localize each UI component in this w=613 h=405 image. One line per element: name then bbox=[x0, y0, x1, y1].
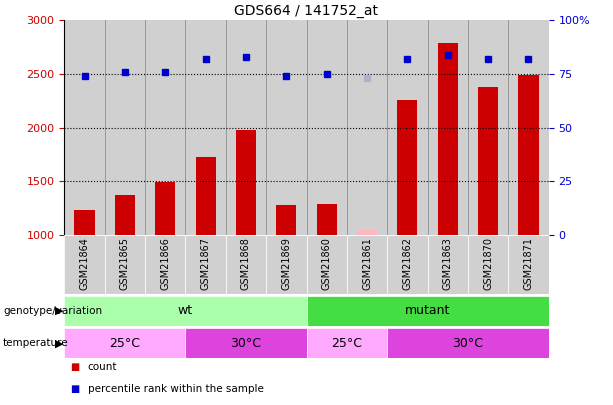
Bar bbox=[357, 230, 377, 235]
Bar bbox=[438, 43, 458, 235]
Text: ■: ■ bbox=[70, 384, 80, 394]
Bar bbox=[478, 87, 498, 235]
FancyBboxPatch shape bbox=[64, 296, 306, 326]
Bar bbox=[115, 195, 135, 235]
Text: GSM21863: GSM21863 bbox=[443, 237, 453, 290]
Bar bbox=[508, 20, 549, 235]
FancyBboxPatch shape bbox=[145, 235, 185, 294]
Bar bbox=[236, 130, 256, 235]
Text: count: count bbox=[88, 362, 117, 371]
FancyBboxPatch shape bbox=[266, 235, 306, 294]
Bar bbox=[145, 20, 185, 235]
Text: ▶: ▶ bbox=[55, 338, 64, 348]
Bar bbox=[468, 20, 508, 235]
FancyBboxPatch shape bbox=[105, 235, 145, 294]
Title: GDS664 / 141752_at: GDS664 / 141752_at bbox=[235, 4, 378, 18]
FancyBboxPatch shape bbox=[468, 235, 508, 294]
Bar bbox=[276, 205, 297, 235]
FancyBboxPatch shape bbox=[306, 235, 347, 294]
Bar bbox=[226, 20, 266, 235]
Bar bbox=[306, 20, 347, 235]
Text: wt: wt bbox=[178, 304, 193, 318]
Text: 25°C: 25°C bbox=[109, 337, 140, 350]
Text: GSM21870: GSM21870 bbox=[483, 237, 493, 290]
Bar bbox=[427, 20, 468, 235]
Text: temperature: temperature bbox=[3, 338, 69, 348]
Bar bbox=[266, 20, 306, 235]
Text: GSM21866: GSM21866 bbox=[160, 237, 170, 290]
Bar bbox=[185, 20, 226, 235]
FancyBboxPatch shape bbox=[226, 235, 266, 294]
Text: percentile rank within the sample: percentile rank within the sample bbox=[88, 384, 264, 394]
Text: GSM21871: GSM21871 bbox=[524, 237, 533, 290]
Bar bbox=[64, 20, 105, 235]
Bar bbox=[347, 20, 387, 235]
Text: GSM21869: GSM21869 bbox=[281, 237, 291, 290]
Bar bbox=[155, 182, 175, 235]
Text: GSM21861: GSM21861 bbox=[362, 237, 372, 290]
FancyBboxPatch shape bbox=[185, 235, 226, 294]
Bar bbox=[397, 100, 417, 235]
FancyBboxPatch shape bbox=[306, 296, 549, 326]
FancyBboxPatch shape bbox=[185, 328, 306, 358]
Bar bbox=[316, 204, 337, 235]
Text: GSM21867: GSM21867 bbox=[200, 237, 211, 290]
Text: 30°C: 30°C bbox=[230, 337, 262, 350]
Text: GSM21860: GSM21860 bbox=[322, 237, 332, 290]
Text: ■: ■ bbox=[70, 362, 80, 371]
FancyBboxPatch shape bbox=[64, 328, 185, 358]
FancyBboxPatch shape bbox=[387, 235, 427, 294]
Text: GSM21868: GSM21868 bbox=[241, 237, 251, 290]
Bar bbox=[196, 157, 216, 235]
FancyBboxPatch shape bbox=[306, 328, 387, 358]
Text: GSM21862: GSM21862 bbox=[402, 237, 413, 290]
Text: GSM21864: GSM21864 bbox=[80, 237, 89, 290]
Bar bbox=[519, 75, 539, 235]
Text: 25°C: 25°C bbox=[332, 337, 362, 350]
Bar bbox=[387, 20, 428, 235]
Bar bbox=[105, 20, 145, 235]
FancyBboxPatch shape bbox=[508, 235, 549, 294]
Text: ▶: ▶ bbox=[55, 306, 64, 316]
Text: 30°C: 30°C bbox=[452, 337, 484, 350]
FancyBboxPatch shape bbox=[387, 328, 549, 358]
Bar bbox=[74, 210, 94, 235]
FancyBboxPatch shape bbox=[427, 235, 468, 294]
Text: genotype/variation: genotype/variation bbox=[3, 306, 102, 316]
FancyBboxPatch shape bbox=[64, 235, 105, 294]
Text: mutant: mutant bbox=[405, 304, 451, 318]
FancyBboxPatch shape bbox=[347, 235, 387, 294]
Text: GSM21865: GSM21865 bbox=[120, 237, 130, 290]
